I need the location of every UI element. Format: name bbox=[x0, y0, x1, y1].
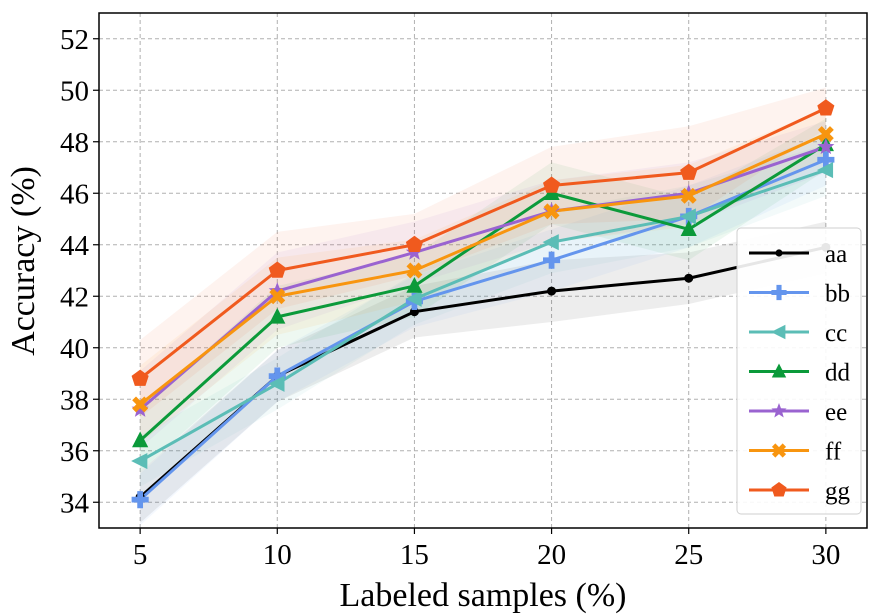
point-bb bbox=[268, 367, 286, 385]
legend-marker-bb bbox=[771, 284, 787, 301]
point-ff bbox=[406, 262, 423, 279]
x-tick-label: 20 bbox=[537, 539, 566, 571]
point-bb bbox=[817, 151, 835, 169]
point-bb bbox=[543, 251, 561, 269]
point-dd bbox=[680, 220, 697, 237]
band-gg bbox=[140, 87, 826, 418]
y-tick-label: 50 bbox=[60, 75, 89, 107]
point-ff bbox=[269, 288, 286, 305]
band-ff bbox=[140, 108, 826, 444]
point-gg bbox=[817, 99, 835, 116]
series-line-ff bbox=[139, 132, 827, 406]
point-dd bbox=[132, 431, 149, 448]
series-line-gg bbox=[139, 106, 827, 380]
x-marker-shape bbox=[406, 262, 423, 279]
point-ff bbox=[817, 126, 834, 142]
x-marker-shape bbox=[132, 396, 149, 413]
point-aa bbox=[684, 273, 694, 283]
point-dd bbox=[406, 276, 423, 293]
legend-marker-ee bbox=[771, 403, 787, 418]
y-tick-label: 52 bbox=[60, 24, 89, 56]
x-tick-label: 15 bbox=[400, 539, 429, 571]
legend-label: bb bbox=[825, 281, 850, 308]
y-tick-label: 34 bbox=[60, 487, 90, 519]
point-ee bbox=[131, 400, 149, 417]
point-cc bbox=[816, 161, 834, 179]
legend: aa bb cc dd ee ff gg bbox=[736, 227, 862, 515]
point-gg bbox=[543, 176, 561, 193]
point-bb bbox=[131, 491, 149, 509]
point-ee bbox=[268, 282, 286, 299]
band-ee bbox=[140, 121, 826, 449]
series-lines bbox=[139, 106, 827, 501]
x-tick-label: 5 bbox=[133, 539, 148, 571]
x-axis-ticks: 5 10 15 20 25 30 bbox=[133, 528, 840, 571]
point-cc bbox=[131, 452, 148, 470]
point-cc bbox=[268, 375, 285, 392]
series-markers bbox=[131, 99, 835, 509]
legend-marker-dd bbox=[771, 363, 787, 378]
legend-label: cc bbox=[825, 320, 847, 347]
x-marker-shape bbox=[680, 187, 697, 204]
y-tick-label: 40 bbox=[60, 333, 89, 365]
point-gg bbox=[131, 369, 149, 386]
point-ff bbox=[132, 396, 149, 413]
x-marker-shape bbox=[543, 203, 560, 220]
x-tick-label: 10 bbox=[263, 539, 292, 571]
legend-label: ff bbox=[825, 439, 842, 466]
y-tick-label: 44 bbox=[60, 230, 90, 262]
x-tick-label: 25 bbox=[674, 539, 703, 571]
point-cc bbox=[405, 290, 422, 307]
band-dd bbox=[140, 118, 826, 472]
legend-marker-ff bbox=[771, 443, 787, 458]
y-tick-label: 36 bbox=[60, 436, 89, 468]
x-marker-shape bbox=[269, 288, 286, 305]
point-cc bbox=[542, 234, 559, 251]
point-dd bbox=[269, 307, 286, 324]
legend-label: ee bbox=[825, 399, 847, 426]
y-tick-label: 38 bbox=[60, 384, 89, 416]
x-marker-shape bbox=[817, 126, 834, 142]
x-axis-label: Labeled samples (%) bbox=[340, 577, 627, 614]
point-gg bbox=[405, 235, 423, 253]
point-ff bbox=[680, 187, 697, 204]
y-tick-label: 42 bbox=[60, 281, 89, 313]
x-tick-label: 30 bbox=[811, 539, 840, 571]
legend-marker-aa bbox=[775, 249, 783, 257]
legend-marker-gg bbox=[771, 482, 787, 497]
point-aa bbox=[547, 286, 557, 296]
band-cc bbox=[140, 144, 826, 487]
point-gg bbox=[268, 261, 286, 278]
legend-label: gg bbox=[825, 478, 851, 505]
point-ee bbox=[817, 137, 835, 155]
legend-label: dd bbox=[825, 360, 851, 387]
band-aa bbox=[140, 221, 826, 523]
confidence-bands bbox=[140, 87, 826, 526]
point-cc bbox=[679, 208, 696, 225]
point-ff bbox=[543, 203, 560, 220]
y-axis-ticks: 34 36 38 40 42 44 46 48 50 52 bbox=[60, 24, 99, 519]
legend-marker-cc bbox=[771, 324, 786, 340]
y-tick-label: 48 bbox=[60, 127, 89, 159]
point-gg bbox=[680, 163, 698, 180]
plot-frame bbox=[98, 12, 868, 529]
y-axis-label: Accuracy (%) bbox=[5, 166, 42, 356]
band-bb bbox=[140, 134, 826, 526]
x-marker-shape bbox=[771, 443, 787, 458]
series-line-cc bbox=[139, 168, 827, 463]
y-tick-label: 46 bbox=[60, 178, 89, 210]
legend-label: aa bbox=[825, 241, 847, 268]
